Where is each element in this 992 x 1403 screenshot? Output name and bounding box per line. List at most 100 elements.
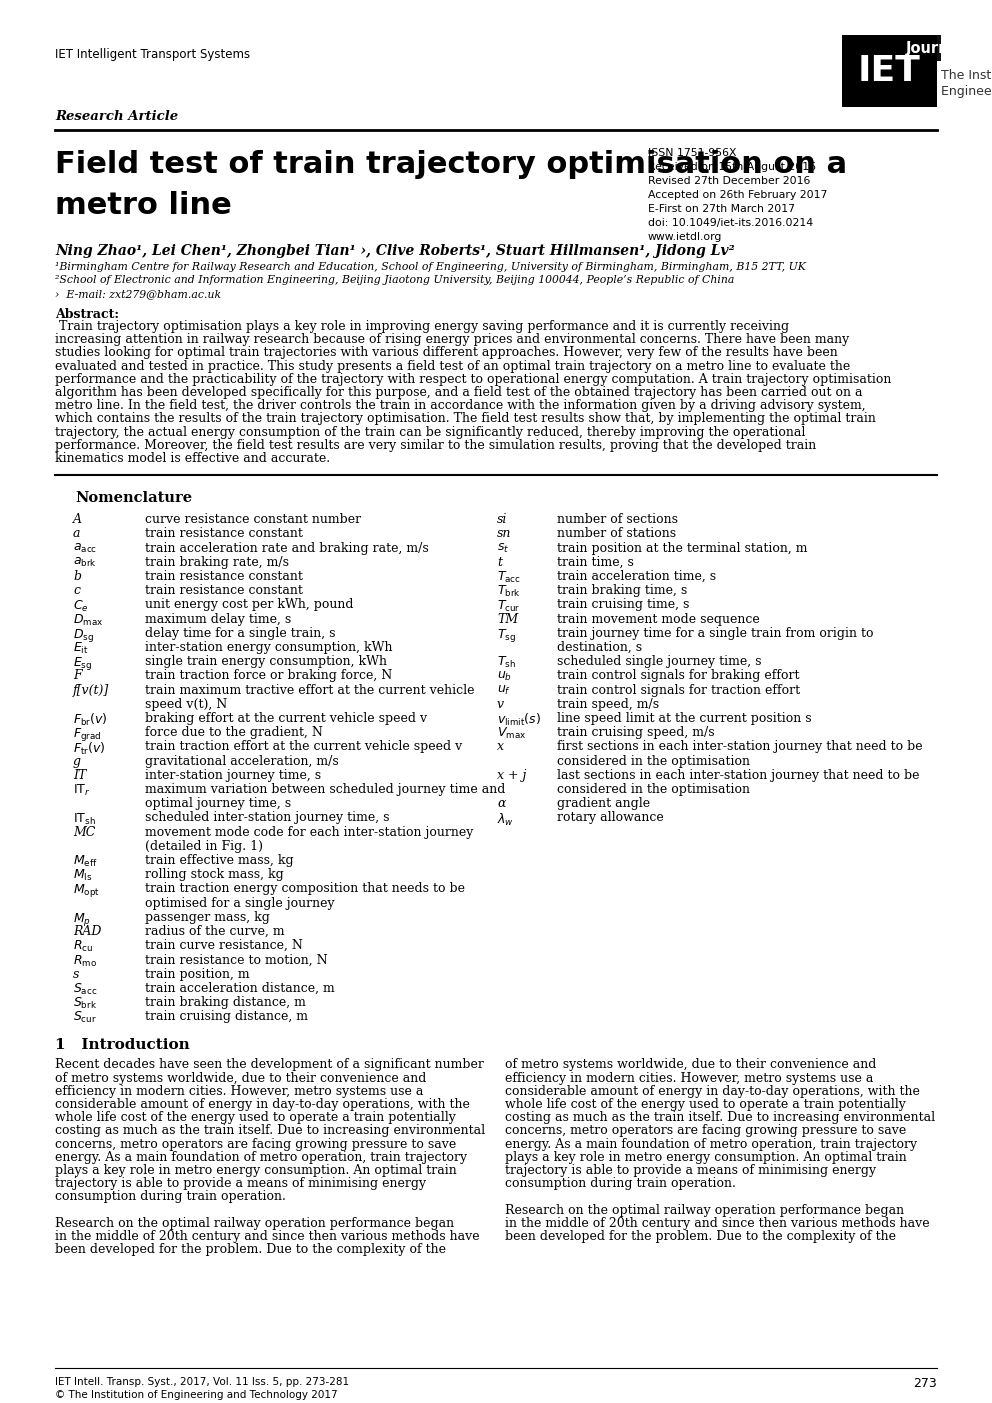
Text: considerable amount of energy in day-to-day operations, with the: considerable amount of energy in day-to-… [55, 1099, 470, 1111]
Text: which contains the results of the train trajectory optimisation. The field test : which contains the results of the train … [55, 412, 876, 425]
Text: radius of the curve, m: radius of the curve, m [145, 925, 285, 939]
Text: train resistance to motion, N: train resistance to motion, N [145, 954, 327, 967]
Text: $R_{\mathrm{cu}}$: $R_{\mathrm{cu}}$ [73, 939, 93, 954]
Text: train control signals for traction effort: train control signals for traction effor… [557, 683, 801, 697]
Text: Accepted on 26th February 2017: Accepted on 26th February 2017 [648, 189, 827, 201]
Text: train maximum tractive effort at the current vehicle: train maximum tractive effort at the cur… [145, 683, 474, 697]
Text: consumption during train operation.: consumption during train operation. [505, 1177, 736, 1190]
Text: F: F [73, 669, 81, 682]
Text: Abstract:: Abstract: [55, 309, 119, 321]
Text: destination, s: destination, s [557, 641, 642, 654]
Text: Received on 15th August 2016: Received on 15th August 2016 [648, 161, 816, 173]
Text: movement mode code for each inter-station journey: movement mode code for each inter-statio… [145, 825, 473, 839]
Text: train resistance constant: train resistance constant [145, 570, 303, 584]
Text: consumption during train operation.: consumption during train operation. [55, 1190, 286, 1204]
Text: IET: IET [858, 53, 921, 88]
Text: performance. Moreover, the field test results are very similar to the simulation: performance. Moreover, the field test re… [55, 439, 816, 452]
Text: rolling stock mass, kg: rolling stock mass, kg [145, 868, 284, 881]
Text: $V_{\mathrm{max}}$: $V_{\mathrm{max}}$ [497, 727, 527, 741]
Text: Engineering and Technology: Engineering and Technology [941, 86, 992, 98]
Text: Research Article: Research Article [55, 109, 179, 123]
Text: kinematics model is effective and accurate.: kinematics model is effective and accura… [55, 452, 330, 464]
Text: train traction force or braking force, N: train traction force or braking force, N [145, 669, 392, 682]
Text: efficiency in modern cities. However, metro systems use a: efficiency in modern cities. However, me… [505, 1072, 873, 1085]
Text: $a_{\mathrm{brk}}$: $a_{\mathrm{brk}}$ [73, 556, 97, 568]
Text: si: si [497, 513, 507, 526]
Text: scheduled inter-station journey time, s: scheduled inter-station journey time, s [145, 811, 390, 825]
Text: trajectory is able to provide a means of minimising energy: trajectory is able to provide a means of… [505, 1164, 876, 1177]
Text: concerns, metro operators are facing growing pressure to save: concerns, metro operators are facing gro… [55, 1138, 456, 1150]
Text: $\mathrm{IT}_{\mathrm{sh}}$: $\mathrm{IT}_{\mathrm{sh}}$ [73, 811, 96, 826]
Text: metro line. In the field test, the driver controls the train in accordance with : metro line. In the field test, the drive… [55, 400, 866, 412]
Text: Journals: Journals [906, 41, 972, 56]
Text: considered in the optimisation: considered in the optimisation [557, 755, 750, 767]
Text: $T_{\mathrm{brk}}$: $T_{\mathrm{brk}}$ [497, 584, 521, 599]
Text: train traction effort at the current vehicle speed v: train traction effort at the current veh… [145, 741, 462, 753]
Text: IT: IT [73, 769, 86, 781]
Text: train resistance constant: train resistance constant [145, 584, 303, 598]
Text: Nomenclature: Nomenclature [75, 491, 192, 505]
Text: plays a key role in metro energy consumption. An optimal train: plays a key role in metro energy consump… [505, 1150, 907, 1164]
Text: α: α [497, 797, 506, 810]
Text: A: A [73, 513, 82, 526]
Text: $T_{\mathrm{sh}}$: $T_{\mathrm{sh}}$ [497, 655, 516, 671]
Text: t: t [497, 556, 502, 568]
Text: concerns, metro operators are facing growing pressure to save: concerns, metro operators are facing gro… [505, 1124, 907, 1138]
Text: $u_b$: $u_b$ [497, 669, 512, 682]
Text: line speed limit at the current position s: line speed limit at the current position… [557, 711, 811, 725]
Text: train curve resistance, N: train curve resistance, N [145, 939, 303, 953]
Text: $D_{\mathrm{sg}}$: $D_{\mathrm{sg}}$ [73, 627, 94, 644]
Text: $M_{\mathrm{opt}}$: $M_{\mathrm{opt}}$ [73, 882, 100, 899]
Text: ¹Birmingham Centre for Railway Research and Education, School of Engineering, Un: ¹Birmingham Centre for Railway Research … [55, 262, 806, 272]
Text: www.ietdl.org: www.ietdl.org [648, 231, 722, 241]
Text: maximum variation between scheduled journey time and: maximum variation between scheduled jour… [145, 783, 505, 796]
Text: ²School of Electronic and Information Engineering, Beijing Jiaotong University, : ²School of Electronic and Information En… [55, 275, 734, 285]
Text: train braking rate, m/s: train braking rate, m/s [145, 556, 289, 568]
Text: Field test of train trajectory optimisation on a: Field test of train trajectory optimisat… [55, 150, 847, 180]
Text: train braking distance, m: train braking distance, m [145, 996, 306, 1009]
Text: increasing attention in railway research because of rising energy prices and env: increasing attention in railway research… [55, 333, 849, 347]
Text: ISSN 1751-956X: ISSN 1751-956X [648, 147, 736, 159]
Text: (detailed in Fig. 1): (detailed in Fig. 1) [145, 840, 263, 853]
Text: whole life cost of the energy used to operate a train potentially: whole life cost of the energy used to op… [505, 1099, 906, 1111]
Text: $s_t$: $s_t$ [497, 542, 509, 554]
Text: $F_{\mathrm{tr}}(v)$: $F_{\mathrm{tr}}(v)$ [73, 741, 106, 756]
Text: train journey time for a single train from origin to: train journey time for a single train fr… [557, 627, 874, 640]
Text: doi: 10.1049/iet-its.2016.0214: doi: 10.1049/iet-its.2016.0214 [648, 217, 813, 229]
Text: first sections in each inter-station journey that need to be: first sections in each inter-station jou… [557, 741, 923, 753]
Text: g: g [73, 755, 81, 767]
Text: train effective mass, kg: train effective mass, kg [145, 854, 294, 867]
Text: rotary allowance: rotary allowance [557, 811, 664, 825]
Text: studies looking for optimal train trajectories with various different approaches: studies looking for optimal train trajec… [55, 347, 838, 359]
Text: f[v(t)]: f[v(t)] [73, 683, 109, 697]
Text: x + j: x + j [497, 769, 527, 781]
Text: costing as much as the train itself. Due to increasing environmental: costing as much as the train itself. Due… [55, 1124, 485, 1138]
Text: s: s [73, 968, 79, 981]
Text: inter-station journey time, s: inter-station journey time, s [145, 769, 321, 781]
Text: unit energy cost per kWh, pound: unit energy cost per kWh, pound [145, 599, 353, 612]
Text: $M_p$: $M_p$ [73, 911, 91, 927]
Bar [842, 35, 937, 107]
Text: RAD: RAD [73, 925, 101, 939]
Text: energy. As a main foundation of metro operation, train trajectory: energy. As a main foundation of metro op… [505, 1138, 918, 1150]
Text: $S_{\mathrm{acc}}$: $S_{\mathrm{acc}}$ [73, 982, 97, 998]
Text: E-First on 27th March 2017: E-First on 27th March 2017 [648, 203, 795, 215]
Text: $E_{\mathrm{it}}$: $E_{\mathrm{it}}$ [73, 641, 88, 657]
Text: Recent decades have seen the development of a significant number: Recent decades have seen the development… [55, 1058, 484, 1072]
Text: performance and the practicability of the trajectory with respect to operational: performance and the practicability of th… [55, 373, 892, 386]
Text: $D_{\mathrm{max}}$: $D_{\mathrm{max}}$ [73, 613, 103, 627]
Text: 1   Introduction: 1 Introduction [55, 1038, 189, 1052]
Text: train control signals for braking effort: train control signals for braking effort [557, 669, 800, 682]
Text: Ning Zhao¹, Lei Chen¹, Zhongbei Tian¹ ›, Clive Roberts¹, Stuart Hillmansen¹, Jid: Ning Zhao¹, Lei Chen¹, Zhongbei Tian¹ ›,… [55, 244, 735, 258]
Text: last sections in each inter-station journey that need to be: last sections in each inter-station jour… [557, 769, 920, 781]
Text: speed v(t), N: speed v(t), N [145, 697, 227, 711]
Text: train cruising distance, m: train cruising distance, m [145, 1010, 308, 1023]
Text: $T_{\mathrm{sg}}$: $T_{\mathrm{sg}}$ [497, 627, 516, 644]
Text: train braking time, s: train braking time, s [557, 584, 687, 598]
Text: in the middle of 20th century and since then various methods have: in the middle of 20th century and since … [505, 1216, 930, 1230]
Text: number of stations: number of stations [557, 528, 677, 540]
Text: $v_{\mathrm{limit}}(s)$: $v_{\mathrm{limit}}(s)$ [497, 711, 542, 728]
Text: c: c [73, 584, 80, 598]
Text: IET Intelligent Transport Systems: IET Intelligent Transport Systems [55, 48, 250, 60]
Text: optimised for a single journey: optimised for a single journey [145, 897, 334, 909]
